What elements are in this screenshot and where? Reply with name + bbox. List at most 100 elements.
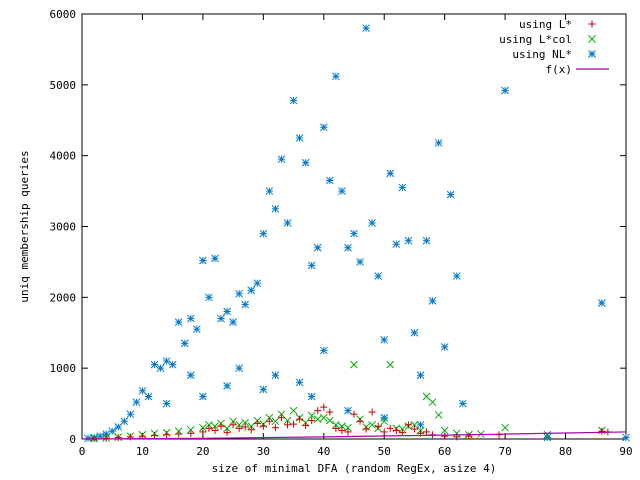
data-point	[423, 428, 431, 436]
data-point	[199, 256, 207, 265]
data-point	[163, 431, 171, 439]
data-point	[452, 272, 461, 280]
data-point	[465, 432, 473, 440]
data-point	[283, 416, 292, 425]
data-point	[543, 430, 552, 439]
data-point	[422, 392, 431, 401]
y-tick-label: 1000	[50, 362, 77, 375]
data-point	[277, 410, 286, 419]
data-point	[307, 411, 316, 420]
data-point	[416, 371, 425, 380]
data-point	[501, 86, 509, 95]
data-point	[126, 410, 135, 419]
data-point	[205, 424, 213, 432]
data-point	[446, 190, 455, 199]
data-point	[296, 415, 304, 423]
data-point	[174, 318, 183, 326]
data-point	[168, 360, 177, 369]
data-point	[253, 419, 261, 427]
data-point	[380, 428, 388, 436]
x-tick-label: 20	[196, 445, 209, 458]
data-point	[325, 416, 334, 425]
y-axis-label: uniq membership queries	[18, 150, 31, 302]
data-point	[223, 307, 231, 316]
data-point	[271, 424, 279, 432]
legend-swatch	[588, 20, 596, 28]
data-point	[259, 385, 268, 394]
x-tick-label: 90	[619, 445, 632, 458]
data-point	[199, 423, 207, 432]
data-point	[186, 314, 195, 323]
data-point	[144, 392, 153, 401]
data-point	[162, 357, 171, 365]
data-point	[350, 410, 358, 418]
data-point	[114, 423, 123, 431]
data-point	[398, 183, 407, 192]
data-point	[211, 422, 219, 431]
x-tick-label: 0	[79, 445, 86, 458]
data-point	[344, 428, 352, 436]
data-point	[187, 429, 195, 437]
data-point	[308, 417, 316, 425]
data-point	[428, 297, 437, 305]
data-point	[338, 427, 346, 434]
data-point	[326, 408, 334, 416]
x-tick-label: 60	[438, 445, 451, 458]
data-point	[398, 429, 406, 437]
data-point	[434, 411, 443, 419]
data-point	[265, 413, 274, 422]
x-tick-label: 80	[559, 445, 572, 458]
data-point	[344, 423, 352, 432]
legend-label: using NL*	[512, 48, 572, 61]
x-tick-label: 50	[378, 445, 391, 458]
legend-label: using L*	[519, 18, 572, 31]
data-point	[597, 299, 606, 307]
data-point	[440, 343, 449, 351]
data-point	[271, 417, 280, 426]
data-point	[362, 425, 370, 433]
data-point	[277, 155, 286, 164]
data-point	[223, 382, 231, 390]
data-point	[458, 399, 467, 408]
data-point	[259, 422, 267, 430]
plot-border	[81, 13, 627, 440]
data-point	[283, 219, 292, 227]
data-point	[108, 427, 117, 436]
data-point	[265, 187, 274, 195]
data-point	[452, 429, 461, 438]
data-point	[319, 123, 328, 132]
data-point	[199, 428, 207, 436]
data-point	[241, 300, 250, 309]
data-point	[205, 420, 213, 429]
data-point	[132, 398, 141, 407]
y-tick-label: 5000	[50, 79, 77, 92]
data-point	[320, 403, 328, 411]
series-f-x-	[81, 431, 627, 440]
data-point	[368, 219, 376, 227]
data-point	[440, 426, 449, 435]
data-point	[114, 434, 122, 442]
x-tick-label: 30	[257, 445, 270, 458]
legend-label: f(x)	[546, 63, 573, 76]
data-point	[271, 371, 280, 380]
y-axis: 0 1000 2000 3000 4000 5000 6000	[50, 8, 626, 446]
data-point	[186, 425, 195, 434]
data-point	[301, 158, 310, 167]
y-tick-label: 6000	[50, 8, 77, 21]
data-point	[295, 134, 304, 142]
data-point	[344, 243, 352, 252]
data-point	[223, 429, 231, 437]
data-point	[217, 314, 225, 323]
data-point	[302, 422, 310, 430]
data-point	[428, 398, 437, 407]
data-point	[290, 420, 298, 428]
x-tick-label: 70	[498, 445, 511, 458]
data-point	[241, 418, 250, 427]
data-point	[186, 371, 195, 380]
data-point	[332, 424, 340, 432]
data-point	[350, 360, 358, 369]
data-point	[271, 204, 280, 213]
legend-swatch	[588, 50, 596, 58]
data-point	[374, 272, 383, 280]
